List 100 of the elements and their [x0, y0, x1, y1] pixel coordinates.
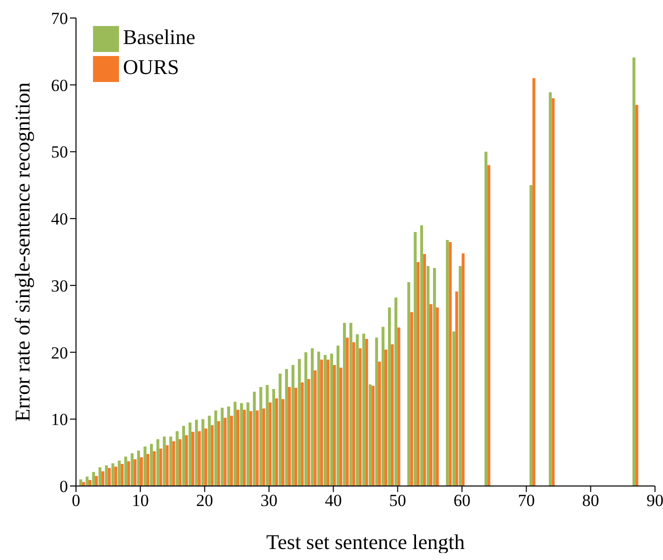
bar — [262, 408, 266, 486]
bar — [487, 165, 490, 486]
bar — [134, 459, 136, 486]
bar — [101, 471, 104, 486]
bar — [242, 410, 246, 486]
bar — [333, 364, 336, 486]
bar — [358, 348, 362, 486]
bar — [339, 368, 342, 486]
bar — [330, 354, 334, 486]
y-tick-label: 40 — [51, 210, 68, 229]
bar — [227, 406, 230, 486]
y-tick-label: 70 — [51, 9, 68, 28]
bar — [346, 338, 349, 486]
bar — [298, 358, 301, 486]
bar — [390, 344, 394, 486]
bar — [436, 307, 439, 486]
bar — [423, 254, 426, 486]
bar — [288, 387, 291, 486]
y-tick-label: 50 — [51, 142, 68, 162]
bar — [292, 364, 294, 486]
bar — [178, 439, 182, 486]
legend-label: Baseline — [123, 25, 196, 49]
bar — [191, 432, 194, 486]
bar — [294, 388, 298, 486]
x-tick-label: 50 — [389, 491, 406, 510]
bar — [201, 419, 204, 486]
bar — [530, 185, 532, 486]
bar — [252, 392, 256, 486]
bar — [208, 416, 211, 486]
bar — [372, 386, 375, 486]
bar — [150, 444, 153, 486]
bar — [282, 399, 284, 486]
bar — [249, 411, 252, 486]
bar — [378, 362, 381, 486]
bar — [324, 354, 327, 486]
bar — [304, 352, 308, 486]
bar — [342, 322, 346, 486]
bar — [217, 421, 220, 486]
bar — [137, 450, 140, 486]
bar — [368, 384, 372, 486]
x-tick-label: 0 — [72, 491, 80, 510]
x-tick-label: 90 — [646, 491, 663, 510]
bar — [82, 482, 86, 486]
bar — [130, 453, 134, 486]
bar — [426, 266, 430, 486]
bar — [632, 57, 636, 486]
bar — [384, 350, 388, 486]
bar — [156, 439, 160, 486]
x-tick-label: 70 — [518, 491, 535, 510]
bar — [382, 326, 384, 486]
bar — [320, 360, 324, 486]
bar — [268, 402, 272, 486]
bar — [88, 480, 92, 486]
bar — [176, 431, 179, 486]
bar — [246, 402, 250, 486]
x-tick-label: 80 — [582, 491, 600, 510]
bar — [430, 304, 432, 486]
x-tick-label: 40 — [324, 491, 342, 510]
x-tick-label: 30 — [260, 491, 278, 510]
bar — [240, 403, 243, 486]
bar — [144, 446, 146, 486]
bar — [188, 422, 192, 486]
bar — [272, 389, 276, 486]
bar — [326, 360, 330, 486]
bar — [635, 104, 638, 486]
y-axis-title: Error rate of single-sentence recognition — [10, 82, 34, 422]
bar — [86, 476, 89, 486]
bar — [336, 346, 340, 486]
bar — [224, 418, 227, 486]
bar — [94, 476, 98, 486]
bar — [79, 479, 82, 486]
bar — [446, 240, 449, 486]
bar — [230, 416, 233, 486]
bar — [552, 98, 555, 486]
y-tick-label: 20 — [51, 343, 68, 362]
bar — [349, 322, 352, 486]
y-tick-label: 0 — [60, 477, 68, 496]
bar — [484, 152, 488, 486]
bar — [314, 370, 317, 486]
bar — [198, 431, 201, 486]
bar — [416, 262, 420, 486]
legend-label: OURS — [123, 55, 180, 80]
bar — [375, 338, 378, 486]
bar — [388, 307, 391, 486]
bar — [195, 420, 198, 486]
bar — [455, 291, 458, 486]
bar — [111, 463, 114, 486]
bar — [278, 374, 282, 486]
y-tick-label: 60 — [51, 76, 68, 95]
bar — [234, 402, 237, 486]
bar — [92, 472, 95, 486]
bar — [275, 398, 278, 486]
bar — [285, 369, 288, 486]
bar — [120, 464, 124, 486]
bar — [236, 410, 240, 486]
bar — [394, 297, 398, 486]
y-tick-label: 10 — [51, 410, 68, 430]
bar — [104, 465, 108, 486]
bar — [152, 451, 156, 486]
bar — [166, 445, 169, 486]
